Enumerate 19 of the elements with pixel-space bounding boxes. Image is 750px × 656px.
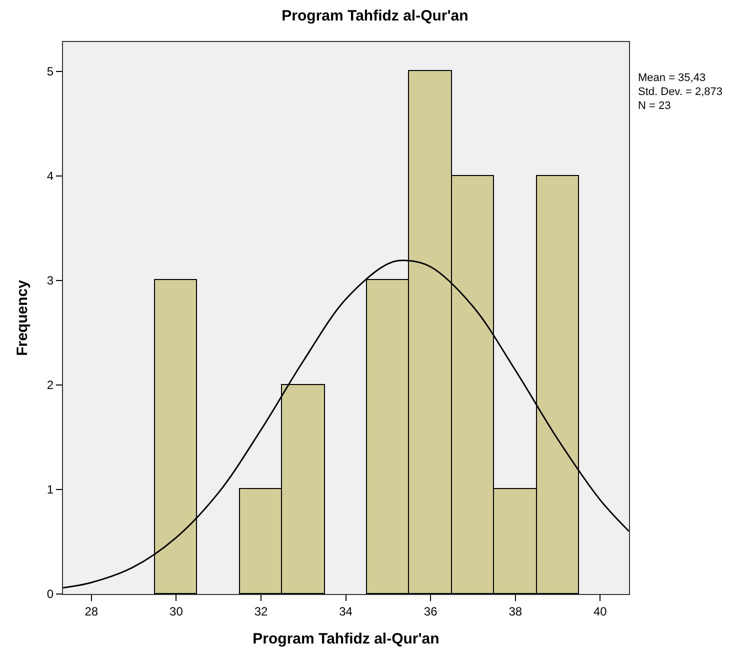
text: Mean = 35,43 bbox=[638, 72, 706, 84]
chart-title: Program Tahfidz al-Qur'an bbox=[282, 7, 468, 24]
y-tick-label: 1 bbox=[46, 482, 54, 497]
x-axis-title: Program Tahfidz al-Qur'an bbox=[252, 630, 440, 648]
x-tick-label: 30 bbox=[170, 604, 184, 618]
x-tick-label: 38 bbox=[508, 604, 522, 618]
x-tick-label: 28 bbox=[84, 604, 98, 618]
text: N = 23 bbox=[638, 100, 671, 112]
y-tick-label: 4 bbox=[46, 169, 54, 184]
y-tick-label: 2 bbox=[46, 378, 54, 392]
y-tick-label: 5 bbox=[46, 64, 54, 78]
x-tick-label: 34 bbox=[339, 604, 353, 618]
y-tick-label: 0 bbox=[46, 587, 54, 602]
x-tick-label: 40 bbox=[593, 604, 608, 618]
text: Std. Dev. = 2,873 bbox=[638, 86, 722, 98]
y-tick-label: 3 bbox=[46, 274, 54, 288]
x-tick-label: 36 bbox=[424, 604, 438, 618]
y-axis-title: Frequency bbox=[14, 279, 32, 356]
x-tick-label: 32 bbox=[254, 604, 268, 618]
